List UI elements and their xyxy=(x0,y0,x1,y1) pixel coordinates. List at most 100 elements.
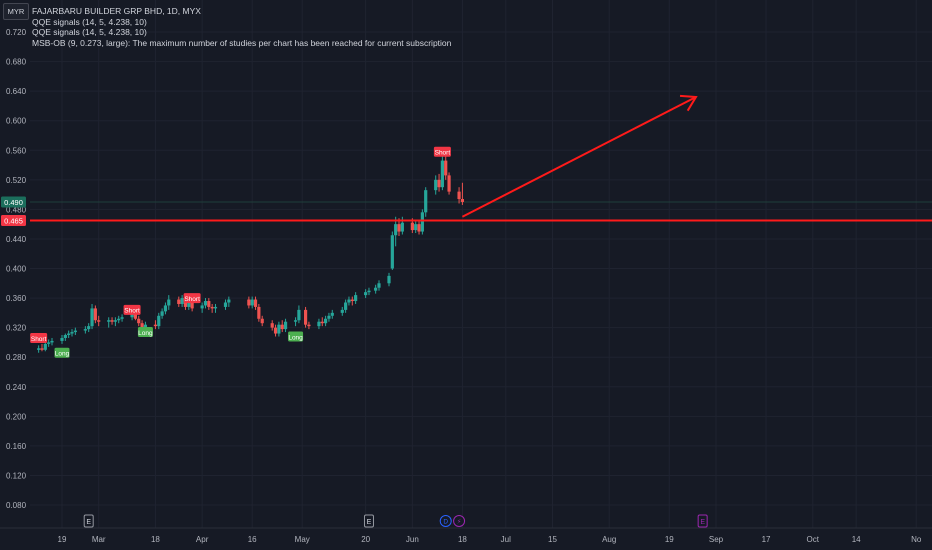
drawings[interactable] xyxy=(30,94,932,222)
candle xyxy=(167,295,171,310)
svg-text:Short: Short xyxy=(184,296,200,303)
y-tick-label: 0.640 xyxy=(6,87,27,96)
candle xyxy=(347,296,351,306)
event-markers[interactable]: E E D ⚡ E xyxy=(83,514,708,528)
candle xyxy=(97,315,101,327)
y-tick-label: 0.400 xyxy=(6,265,27,274)
candle xyxy=(120,314,124,322)
candle xyxy=(163,302,168,315)
candle xyxy=(374,284,378,294)
x-tick-label: 20 xyxy=(361,535,370,544)
candle xyxy=(63,333,67,341)
candle xyxy=(137,315,141,327)
svg-text:D: D xyxy=(443,519,448,526)
svg-text:E: E xyxy=(700,519,705,526)
candle xyxy=(280,320,284,333)
dividend-marker[interactable]: D xyxy=(439,515,452,527)
last-price-badge: 0.490 xyxy=(1,196,26,208)
x-tick-label: Oct xyxy=(807,535,820,544)
x-tick-label: 14 xyxy=(852,535,861,544)
x-tick-label: 19 xyxy=(665,535,674,544)
candle xyxy=(340,306,344,316)
short-signal: Short xyxy=(123,304,141,315)
candle xyxy=(270,320,274,331)
candle xyxy=(273,324,278,337)
signal-badges: Short Long Short Long Short Long Short xyxy=(30,146,451,358)
candle xyxy=(303,306,308,328)
earnings-marker[interactable]: E xyxy=(363,514,374,528)
candle xyxy=(327,312,331,322)
grid-lines xyxy=(0,0,932,529)
support-price-badge: 0.465 xyxy=(1,214,26,226)
split-marker[interactable]: ⚡ xyxy=(453,515,466,527)
chart-legend: FAJARBARU BUILDER GRP BHD, 1D, MYX QQE s… xyxy=(32,6,451,48)
candle xyxy=(354,292,358,304)
candle xyxy=(73,327,77,336)
y-tick-label: 0.360 xyxy=(6,294,27,303)
y-tick-label: 0.440 xyxy=(6,235,27,244)
candle xyxy=(83,326,87,334)
candle xyxy=(37,345,41,353)
candle xyxy=(117,315,121,324)
candle xyxy=(377,280,381,291)
x-tick-label: Sep xyxy=(709,535,724,544)
legend-symbol-line: FAJARBARU BUILDER GRP BHD, 1D, MYX xyxy=(32,6,201,16)
candle xyxy=(107,317,111,328)
x-tick-label: 16 xyxy=(248,535,257,544)
candle xyxy=(50,337,54,346)
x-tick-label: 17 xyxy=(762,535,771,544)
short-signal: Short xyxy=(433,146,451,157)
y-tick-label: 0.600 xyxy=(6,117,27,126)
candle xyxy=(90,303,94,330)
long-signal: Long xyxy=(137,327,153,338)
svg-text:E: E xyxy=(367,519,372,526)
svg-text:E: E xyxy=(86,519,91,526)
candle xyxy=(47,339,51,347)
candle xyxy=(457,187,461,204)
currency-label[interactable]: MYR xyxy=(3,3,29,20)
earnings-marker[interactable]: E xyxy=(83,514,94,528)
y-tick-label: 0.680 xyxy=(6,58,27,67)
y-tick-label: 0.480 xyxy=(6,205,27,214)
candle xyxy=(200,302,204,313)
candle xyxy=(247,296,251,309)
x-tick-label: 19 xyxy=(58,535,67,544)
long-signal: Long xyxy=(288,331,303,342)
trend-arrow[interactable] xyxy=(461,94,698,218)
candle xyxy=(70,329,74,337)
long-signal: Long xyxy=(54,347,70,358)
candle xyxy=(324,315,328,327)
candle xyxy=(227,296,231,307)
candle xyxy=(364,289,368,299)
candle xyxy=(460,182,465,205)
x-tick-label: May xyxy=(295,535,310,544)
y-tick-label: 0.200 xyxy=(6,412,27,421)
candle xyxy=(67,330,71,338)
candle xyxy=(210,303,214,313)
candles xyxy=(37,153,465,353)
candle xyxy=(177,296,181,307)
svg-text:Long: Long xyxy=(55,351,70,358)
candle xyxy=(367,287,371,296)
candle xyxy=(320,317,324,327)
x-tick-label: Jul xyxy=(501,535,511,544)
x-tick-label: 18 xyxy=(458,535,467,544)
candle xyxy=(153,320,158,330)
candle xyxy=(157,312,161,330)
x-axis-labels: 19 Mar 18 Apr 16 May 20 Jun 18 Jul 15 Aug 19 Sep 17 Oct… xyxy=(58,535,922,544)
svg-text:Short: Short xyxy=(124,308,140,315)
price-badges: 0.490 0.465 xyxy=(1,196,26,226)
candle xyxy=(434,175,438,195)
candle xyxy=(394,216,398,247)
candle xyxy=(40,343,44,352)
svg-text:Long: Long xyxy=(288,334,303,341)
candle xyxy=(350,296,354,306)
candle xyxy=(257,303,261,322)
y-tick-label: 0.720 xyxy=(6,28,27,37)
earnings-future-marker[interactable]: E xyxy=(697,514,708,528)
candle xyxy=(330,309,334,319)
short-signal: Short xyxy=(183,293,201,304)
candle xyxy=(160,308,164,319)
svg-text:Short: Short xyxy=(31,336,47,343)
